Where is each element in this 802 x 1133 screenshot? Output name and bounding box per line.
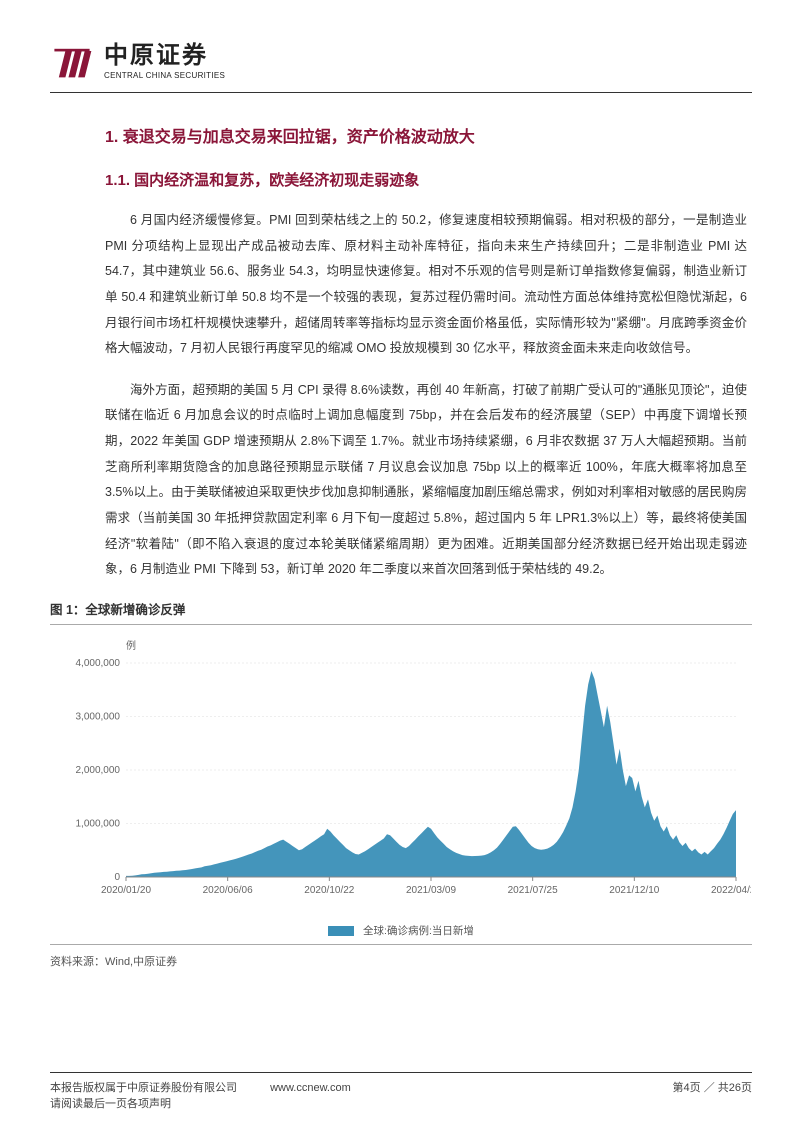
svg-text:2021/03/09: 2021/03/09: [406, 885, 456, 896]
svg-text:3,000,000: 3,000,000: [76, 711, 121, 722]
page-header: 中原证券 CENTRAL CHINA SECURITIES: [50, 40, 752, 93]
figure-caption: 图 1：全球新增确诊反弹: [50, 599, 752, 618]
svg-text:2020/06/06: 2020/06/06: [203, 885, 253, 896]
figure-source: 资料来源：Wind,中原证券: [50, 953, 752, 969]
global-cases-chart: 例 0 1,000,000 2,000,000 3,000,000 4,000,000 2…: [51, 635, 751, 915]
svg-text:2021/12/10: 2021/12/10: [609, 885, 659, 896]
page-footer: 本报告版权属于中原证券股份有限公司 www.ccnew.com 请阅读最后一页各…: [50, 1072, 752, 1111]
svg-text:1,000,000: 1,000,000: [76, 818, 121, 829]
svg-text:2022/04/27: 2022/04/27: [711, 885, 751, 896]
legend-label: 全球:确诊病例:当日新增: [363, 925, 474, 937]
section-heading-2: 1.1. 国内经济温和复苏，欧美经济初现走弱迹象: [50, 169, 752, 190]
area-chart-svg: 0 1,000,000 2,000,000 3,000,000 4,000,000 202…: [51, 635, 751, 915]
logo-text: 中原证券 CENTRAL CHINA SECURITIES: [104, 44, 225, 80]
paragraph-1: 6 月国内经济缓慢修复。PMI 回到荣枯线之上的 50.2，修复速度相较预期偏弱…: [50, 208, 752, 362]
logo-en: CENTRAL CHINA SECURITIES: [104, 71, 225, 80]
svg-text:2,000,000: 2,000,000: [76, 765, 121, 776]
logo-cn: 中原证券: [104, 44, 225, 68]
svg-text:2021/07/25: 2021/07/25: [508, 885, 558, 896]
footer-page-number: 第4页 ／ 共26页: [673, 1079, 752, 1111]
logo-icon: [50, 40, 94, 84]
svg-text:2020/10/22: 2020/10/22: [304, 885, 354, 896]
footer-notice: 请阅读最后一页各项声明: [50, 1095, 351, 1111]
chart-container: 例 0 1,000,000 2,000,000 3,000,000 4,000,000 2…: [50, 624, 752, 945]
svg-text:0: 0: [114, 872, 120, 883]
footer-copyright: 本报告版权属于中原证券股份有限公司: [50, 1082, 237, 1094]
svg-text:4,000,000: 4,000,000: [76, 658, 121, 669]
legend-swatch: [328, 926, 354, 936]
paragraph-2: 海外方面，超预期的美国 5 月 CPI 录得 8.6%读数，再创 40 年新高，…: [50, 378, 752, 583]
svg-text:2020/01/20: 2020/01/20: [101, 885, 151, 896]
section-heading-1: 1. 衰退交易与加息交易来回拉锯，资产价格波动放大: [50, 123, 752, 147]
footer-url: www.ccnew.com: [270, 1082, 351, 1094]
y-axis-unit: 例: [126, 637, 136, 652]
chart-legend: 全球:确诊病例:当日新增: [50, 923, 752, 938]
